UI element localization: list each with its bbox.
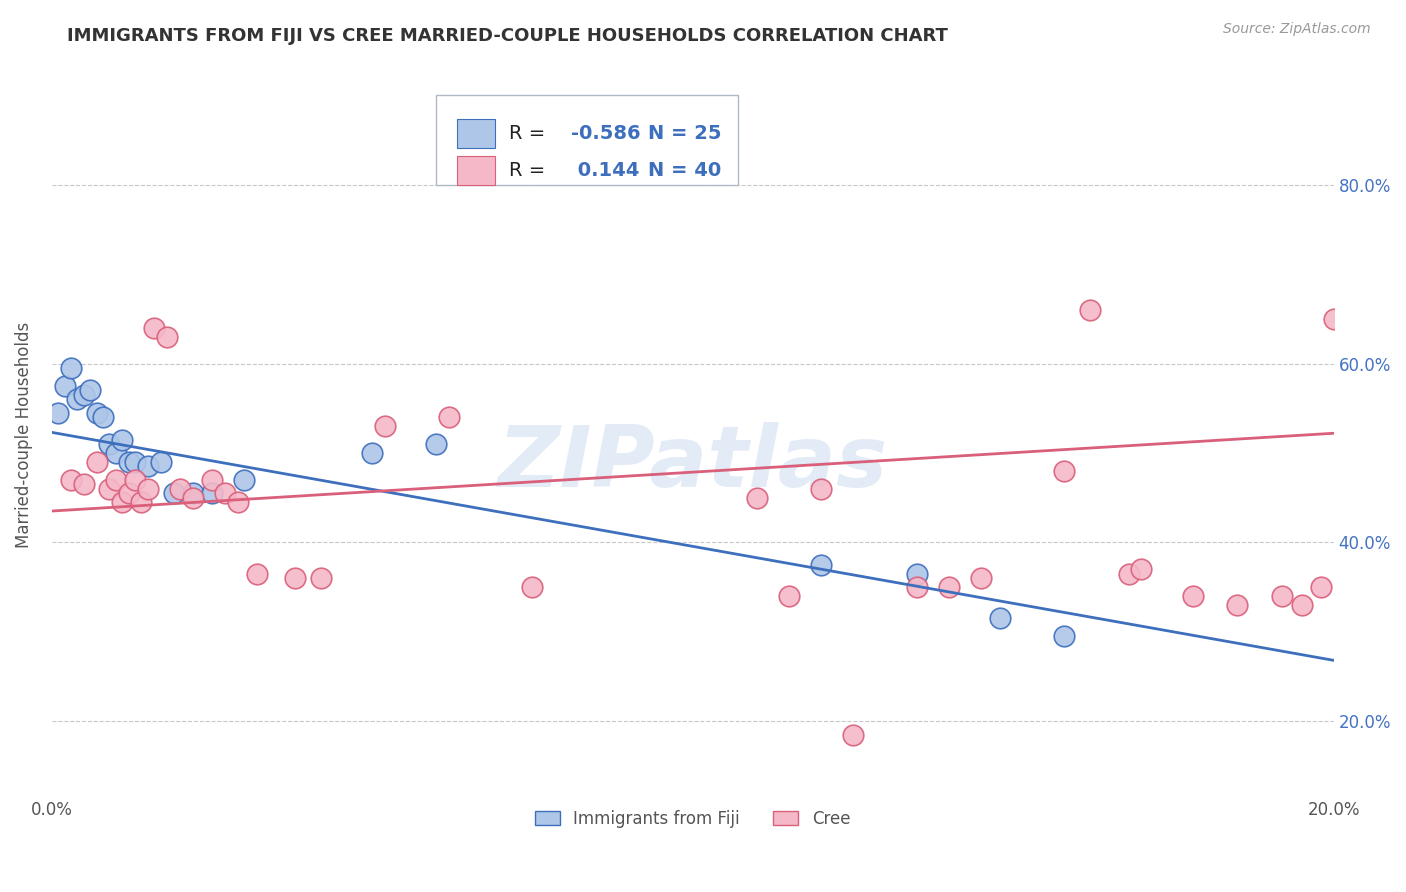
Point: [905, 580, 928, 594]
Point: [226, 495, 249, 509]
Point: [118, 455, 141, 469]
Point: [810, 482, 832, 496]
Text: Source: ZipAtlas.com: Source: ZipAtlas.com: [1223, 22, 1371, 37]
Point: [136, 459, 159, 474]
Point: [842, 727, 865, 741]
Point: [233, 473, 256, 487]
Point: [745, 491, 768, 505]
Point: [1053, 464, 1076, 478]
Point: [181, 486, 204, 500]
Point: [1078, 302, 1101, 317]
Point: [98, 437, 121, 451]
Point: [111, 433, 134, 447]
FancyBboxPatch shape: [457, 156, 495, 185]
Point: [988, 611, 1011, 625]
Point: [201, 473, 224, 487]
Text: 0.144: 0.144: [571, 161, 640, 180]
Point: [246, 566, 269, 581]
Point: [374, 419, 396, 434]
Point: [73, 477, 96, 491]
Point: [169, 482, 191, 496]
Point: [361, 446, 384, 460]
Point: [91, 410, 114, 425]
FancyBboxPatch shape: [436, 95, 738, 185]
Point: [118, 486, 141, 500]
Point: [181, 491, 204, 505]
Point: [162, 486, 184, 500]
Point: [136, 482, 159, 496]
Point: [1271, 589, 1294, 603]
Point: [59, 361, 82, 376]
Point: [124, 455, 146, 469]
Point: [1118, 566, 1140, 581]
Text: IMMIGRANTS FROM FIJI VS CREE MARRIED-COUPLE HOUSEHOLDS CORRELATION CHART: IMMIGRANTS FROM FIJI VS CREE MARRIED-COU…: [67, 27, 949, 45]
Point: [73, 388, 96, 402]
Point: [1181, 589, 1204, 603]
Point: [810, 558, 832, 572]
Point: [149, 455, 172, 469]
Point: [1323, 311, 1346, 326]
Point: [284, 571, 307, 585]
Text: -0.586: -0.586: [571, 124, 641, 143]
Point: [970, 571, 993, 585]
Legend: Immigrants from Fiji, Cree: Immigrants from Fiji, Cree: [529, 803, 856, 834]
Point: [111, 495, 134, 509]
Point: [86, 406, 108, 420]
Text: N = 40: N = 40: [648, 161, 721, 180]
Point: [124, 473, 146, 487]
Text: ZIPatlas: ZIPatlas: [498, 422, 887, 505]
Text: N = 25: N = 25: [648, 124, 721, 143]
Point: [938, 580, 960, 594]
Point: [66, 392, 89, 407]
Point: [79, 384, 101, 398]
Point: [1309, 580, 1331, 594]
Point: [156, 329, 179, 343]
Point: [437, 410, 460, 425]
Point: [1291, 598, 1313, 612]
Y-axis label: Married-couple Households: Married-couple Households: [15, 322, 32, 549]
Point: [522, 580, 544, 594]
Point: [46, 406, 69, 420]
Point: [104, 473, 127, 487]
Point: [905, 566, 928, 581]
Point: [201, 486, 224, 500]
Point: [778, 589, 800, 603]
Point: [98, 482, 121, 496]
Point: [1226, 598, 1249, 612]
Point: [104, 446, 127, 460]
Point: [53, 379, 76, 393]
Text: R =: R =: [509, 124, 553, 143]
Point: [425, 437, 447, 451]
Point: [1053, 629, 1076, 643]
Point: [143, 320, 166, 334]
Point: [86, 455, 108, 469]
Point: [59, 473, 82, 487]
Point: [309, 571, 332, 585]
Point: [1130, 562, 1153, 576]
Text: R =: R =: [509, 161, 553, 180]
FancyBboxPatch shape: [457, 120, 495, 148]
Point: [131, 495, 153, 509]
Point: [214, 486, 236, 500]
